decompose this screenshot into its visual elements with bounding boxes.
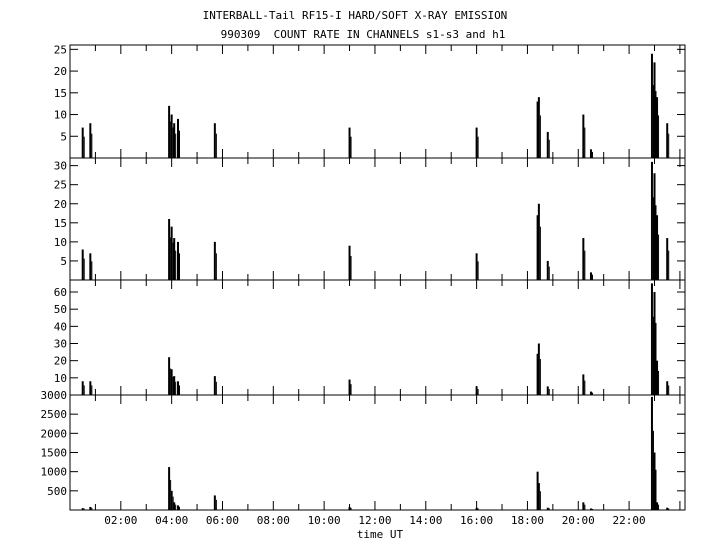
chart-title: INTERBALL-Tail RF15-I HARD/SOFT X-RAY EM…	[202, 9, 508, 22]
y-tick-label: 50	[54, 303, 67, 316]
panel-3-frame	[69, 279, 686, 396]
y-tick-label: 10	[54, 109, 67, 122]
y-tick-label: 25	[54, 179, 67, 192]
chart-subtitle: 990309 COUNT RATE IN CHANNELS s1-s3 and …	[220, 28, 506, 41]
x-tick-label: 02:00	[104, 514, 137, 527]
y-tick-label: 1500	[41, 447, 68, 460]
y-tick-label: 40	[54, 320, 67, 333]
x-tick-label: 04:00	[155, 514, 188, 527]
x-tick-label: 18:00	[511, 514, 544, 527]
x-tick-label: 20:00	[562, 514, 595, 527]
y-tick-label: 20	[54, 355, 67, 368]
y-tick-label: 3000	[41, 389, 68, 402]
panel-4-frame	[69, 394, 686, 511]
y-tick-label: 15	[54, 217, 67, 230]
y-tick-label: 60	[54, 286, 67, 299]
x-tick-label: 08:00	[257, 514, 290, 527]
y-tick-label: 15	[54, 87, 67, 100]
y-tick-label: 2500	[41, 408, 68, 421]
y-tick-label: 20	[54, 198, 67, 211]
y-tick-label: 1000	[41, 466, 68, 479]
panel-2-frame	[69, 157, 686, 281]
y-tick-label: 25	[54, 43, 67, 56]
y-tick-label: 5	[60, 130, 67, 143]
x-tick-label: 10:00	[308, 514, 341, 527]
y-tick-label: 30	[54, 338, 67, 351]
x-tick-label: 06:00	[206, 514, 239, 527]
y-tick-label: 10	[54, 236, 67, 249]
y-tick-label: 20	[54, 65, 67, 78]
x-tick-label: 16:00	[460, 514, 493, 527]
x-tick-label: 22:00	[613, 514, 646, 527]
y-tick-label: 5	[60, 255, 67, 268]
y-tick-label: 10	[54, 372, 67, 385]
panel-1-frame	[69, 44, 686, 159]
y-tick-label: 30	[54, 160, 67, 173]
y-tick-label: 2000	[41, 427, 68, 440]
x-axis-label: time UT	[356, 528, 404, 541]
x-tick-label: 12:00	[358, 514, 391, 527]
y-tick-label: 500	[47, 485, 67, 498]
x-tick-label: 14:00	[409, 514, 442, 527]
